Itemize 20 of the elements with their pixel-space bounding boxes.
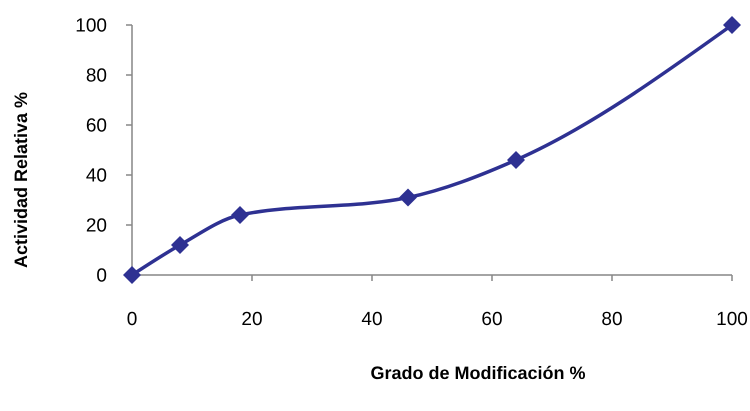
point — [171, 236, 189, 254]
point — [123, 266, 141, 284]
x-tick-label: 60 — [481, 309, 503, 330]
y-axis-title: Actividad Relativa % — [11, 92, 31, 268]
x-axis-title: Grado de Modificación % — [370, 363, 586, 383]
y-tick-label: 40 — [86, 166, 107, 187]
point — [507, 151, 525, 169]
y-tick-label: 0 — [96, 266, 107, 287]
y-tick-label: 100 — [75, 16, 107, 37]
point — [723, 16, 741, 34]
x-tick-label: 100 — [716, 309, 748, 330]
y-tick-label: 20 — [86, 216, 107, 237]
point — [231, 206, 249, 224]
x-tick-label: 80 — [601, 309, 623, 330]
point — [399, 188, 417, 206]
x-tick-label: 40 — [361, 309, 383, 330]
x-tick-label: 20 — [241, 309, 263, 330]
y-tick-label: 80 — [86, 66, 107, 87]
y-tick-label: 60 — [86, 116, 107, 137]
x-tick-label: 0 — [126, 309, 138, 330]
